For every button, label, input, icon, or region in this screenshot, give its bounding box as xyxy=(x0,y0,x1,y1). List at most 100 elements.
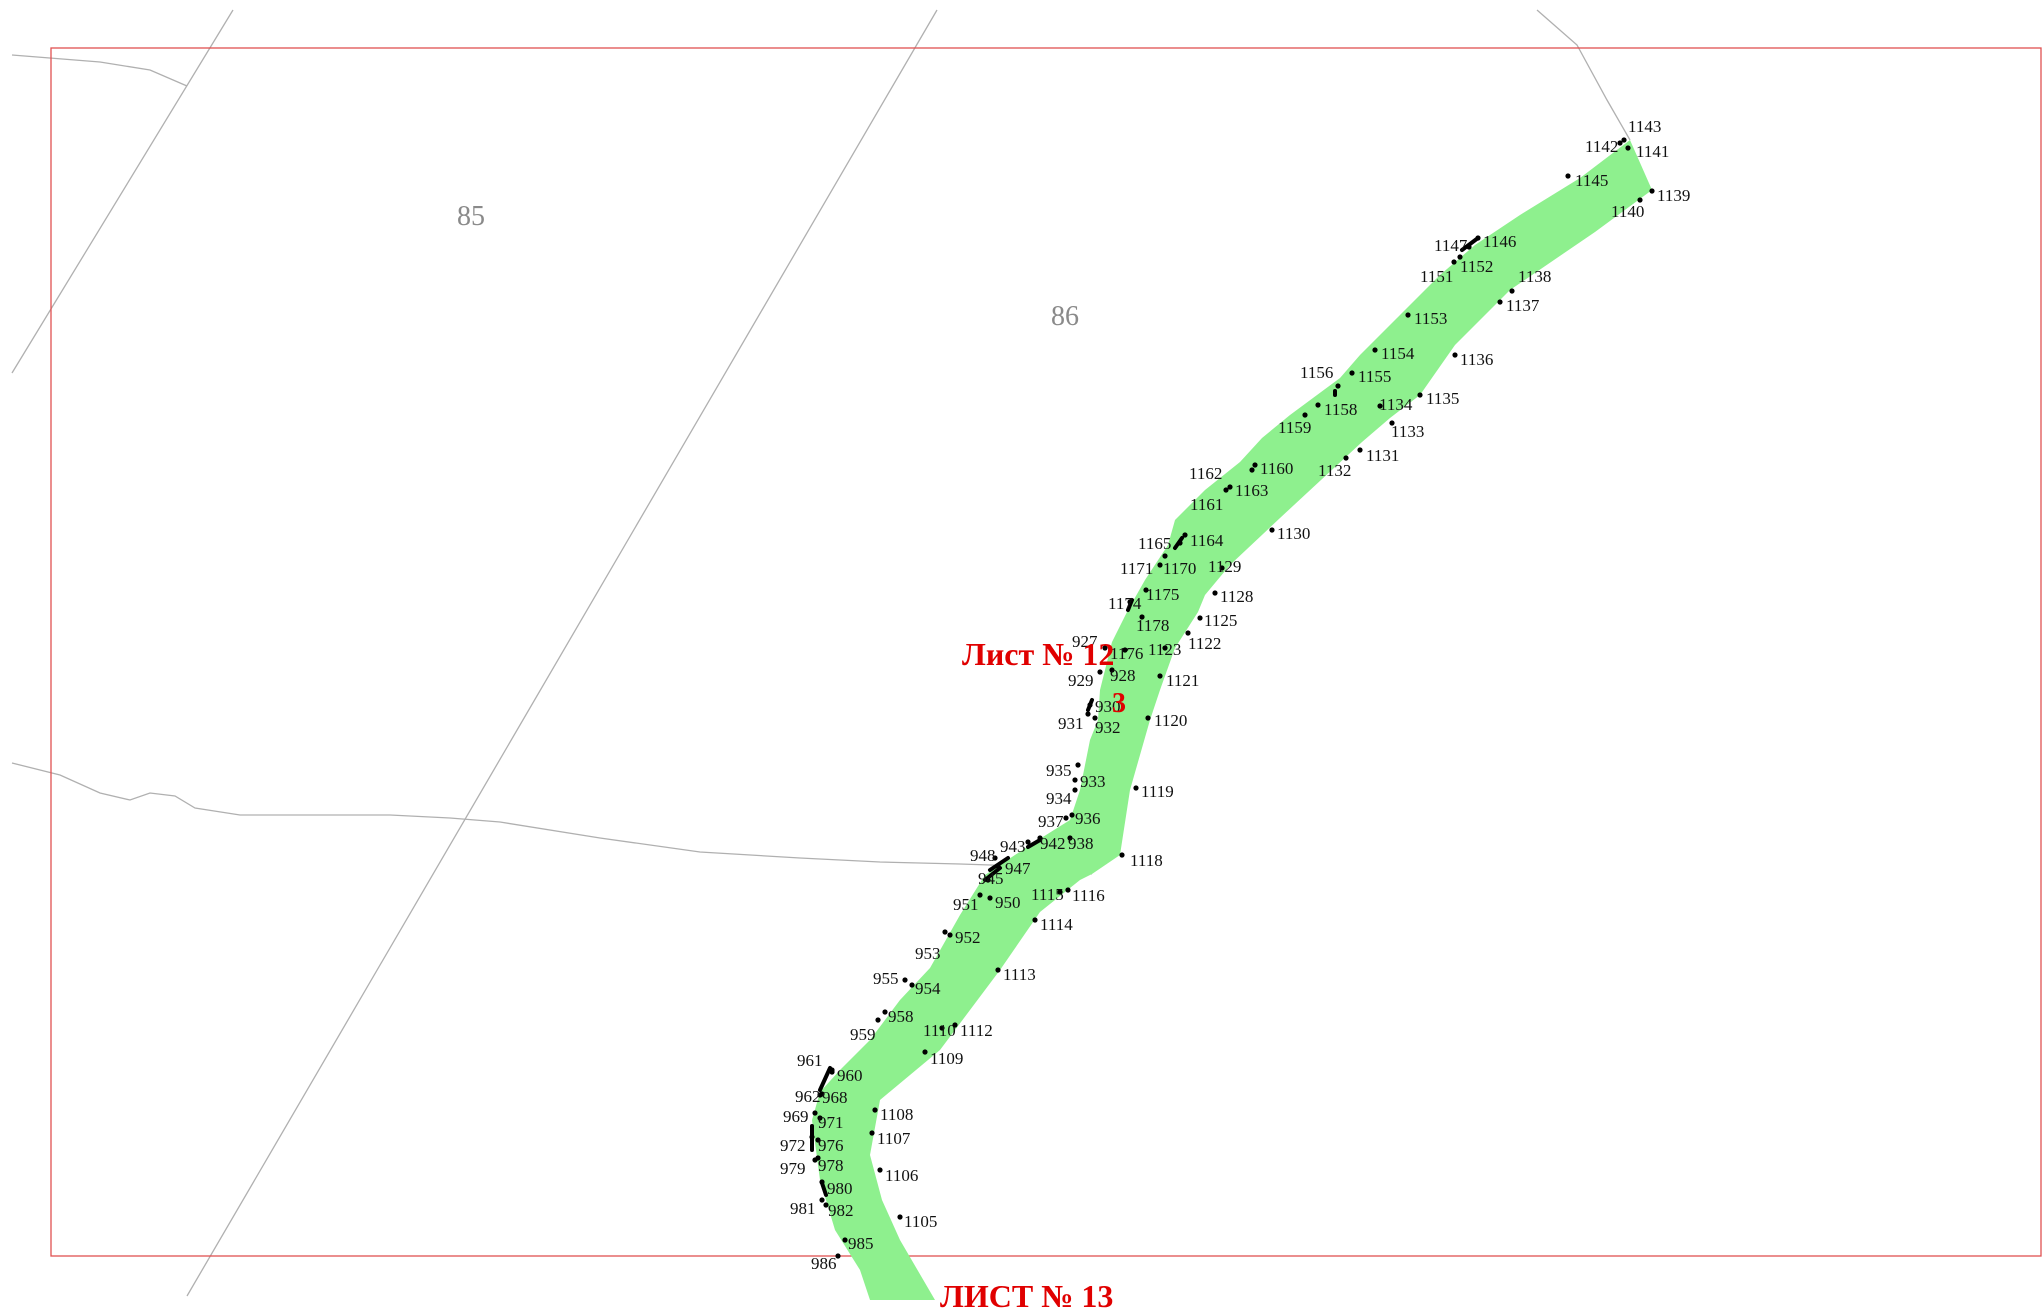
parcel-number: 3 xyxy=(1112,688,1126,719)
survey-point-label: 958 xyxy=(888,1007,914,1026)
survey-point-label: 1175 xyxy=(1146,585,1179,604)
survey-point-marker xyxy=(842,1237,847,1242)
survey-point-label: 1171 xyxy=(1120,559,1153,578)
survey-point-marker xyxy=(1417,392,1422,397)
survey-point-label: 1123 xyxy=(1148,640,1181,659)
survey-point-label: 947 xyxy=(1005,859,1031,878)
next-sheet-label: ЛИСТ № 13 xyxy=(940,1278,1113,1310)
survey-point-marker xyxy=(1065,887,1070,892)
boundary-line xyxy=(12,55,187,86)
survey-point-label: 1178 xyxy=(1136,616,1169,635)
survey-point-label: 1176 xyxy=(1110,644,1143,663)
survey-point-label: 979 xyxy=(780,1159,806,1178)
survey-point-marker xyxy=(1025,839,1030,844)
survey-point-marker xyxy=(819,1197,824,1202)
survey-point-marker xyxy=(829,1069,834,1074)
survey-point-label: 933 xyxy=(1080,772,1106,791)
survey-point-label: 1125 xyxy=(1204,611,1237,630)
survey-point-marker xyxy=(1197,615,1202,620)
survey-point-marker xyxy=(882,1009,887,1014)
survey-point-label: 1138 xyxy=(1518,267,1551,286)
survey-point-label: 1142 xyxy=(1585,137,1618,156)
survey-point-marker xyxy=(1157,673,1162,678)
survey-point-marker xyxy=(1349,370,1354,375)
survey-point-label: 936 xyxy=(1075,809,1101,828)
survey-point-marker xyxy=(1509,288,1514,293)
survey-point-label: 1158 xyxy=(1324,400,1357,419)
survey-point-label: 943 xyxy=(1000,837,1026,856)
survey-point-label: 932 xyxy=(1095,718,1121,737)
survey-point-label: 1131 xyxy=(1366,446,1399,465)
survey-point-label: 1132 xyxy=(1318,461,1351,480)
boundary-line xyxy=(12,763,1092,874)
survey-point-label: 1146 xyxy=(1483,232,1516,251)
survey-point-marker xyxy=(987,895,992,900)
survey-point-label: 961 xyxy=(797,1051,823,1070)
survey-point-label: 1145 xyxy=(1575,171,1608,190)
survey-point-marker xyxy=(1212,590,1217,595)
survey-point-label: 959 xyxy=(850,1025,876,1044)
survey-point-label: 1109 xyxy=(930,1049,963,1068)
survey-point-marker xyxy=(1625,145,1630,150)
survey-point-label: 982 xyxy=(828,1201,854,1220)
survey-point-label: 962 xyxy=(795,1087,821,1106)
survey-point-marker xyxy=(1162,553,1167,558)
survey-point-marker xyxy=(1072,787,1077,792)
survey-point-marker xyxy=(952,1022,957,1027)
survey-point-label: 931 xyxy=(1058,714,1084,733)
survey-point-label: 986 xyxy=(811,1254,837,1273)
survey-point-label: 1155 xyxy=(1358,367,1391,386)
survey-point-marker xyxy=(1087,702,1092,707)
boundary-line xyxy=(12,10,233,373)
survey-point-marker xyxy=(809,1134,814,1139)
survey-point-label: 1119 xyxy=(1141,782,1174,801)
survey-point-label: 978 xyxy=(818,1156,844,1175)
survey-point-marker xyxy=(872,1107,877,1112)
survey-point-label: 1162 xyxy=(1189,464,1222,483)
survey-point-label: 1163 xyxy=(1235,481,1268,500)
survey-point-label: 950 xyxy=(995,893,1021,912)
survey-point-label: 935 xyxy=(1046,761,1072,780)
survey-point-label: 960 xyxy=(837,1066,863,1085)
survey-point-marker xyxy=(1032,917,1037,922)
survey-point-label: 980 xyxy=(827,1179,853,1198)
survey-point-label: 1133 xyxy=(1391,422,1424,441)
survey-point-marker xyxy=(1223,487,1228,492)
survey-point-label: 929 xyxy=(1068,671,1094,690)
survey-point-label: 969 xyxy=(783,1107,809,1126)
survey-point-marker xyxy=(1085,711,1090,716)
boundary-line xyxy=(1537,10,1630,140)
survey-point-label: 1147 xyxy=(1434,236,1468,255)
quarter-label-86: 86 xyxy=(1051,301,1079,332)
survey-point-marker xyxy=(1649,188,1654,193)
survey-point-marker xyxy=(897,1214,902,1219)
survey-point-label: 1107 xyxy=(877,1129,911,1148)
survey-point-marker xyxy=(1069,812,1074,817)
survey-point-marker xyxy=(1072,777,1077,782)
survey-point-marker xyxy=(1372,347,1377,352)
survey-point-marker xyxy=(995,967,1000,972)
survey-point-label: 938 xyxy=(1068,834,1094,853)
survey-point-label: 971 xyxy=(818,1113,844,1132)
survey-point-label: 1105 xyxy=(904,1212,937,1231)
survey-point-label: 945 xyxy=(978,869,1004,888)
survey-point-label: 1129 xyxy=(1208,557,1241,576)
survey-point-marker xyxy=(1269,527,1274,532)
survey-point-label: 1174 xyxy=(1108,594,1142,613)
survey-point-marker xyxy=(902,977,907,982)
survey-point-marker xyxy=(1182,532,1187,537)
survey-point-label: 1136 xyxy=(1460,350,1493,369)
survey-point-marker xyxy=(812,1110,817,1115)
survey-point-label: 981 xyxy=(790,1199,816,1218)
survey-point-marker xyxy=(877,1167,882,1172)
survey-point-label: 1121 xyxy=(1166,671,1199,690)
survey-point-label: 1160 xyxy=(1260,459,1293,478)
survey-point-marker xyxy=(1252,462,1257,467)
survey-point-marker xyxy=(1565,173,1570,178)
survey-point-label: 1106 xyxy=(885,1166,918,1185)
survey-point-label: 1112 xyxy=(960,1021,993,1040)
survey-point-marker xyxy=(1063,815,1068,820)
survey-point-marker xyxy=(875,1017,880,1022)
survey-point-marker xyxy=(869,1130,874,1135)
